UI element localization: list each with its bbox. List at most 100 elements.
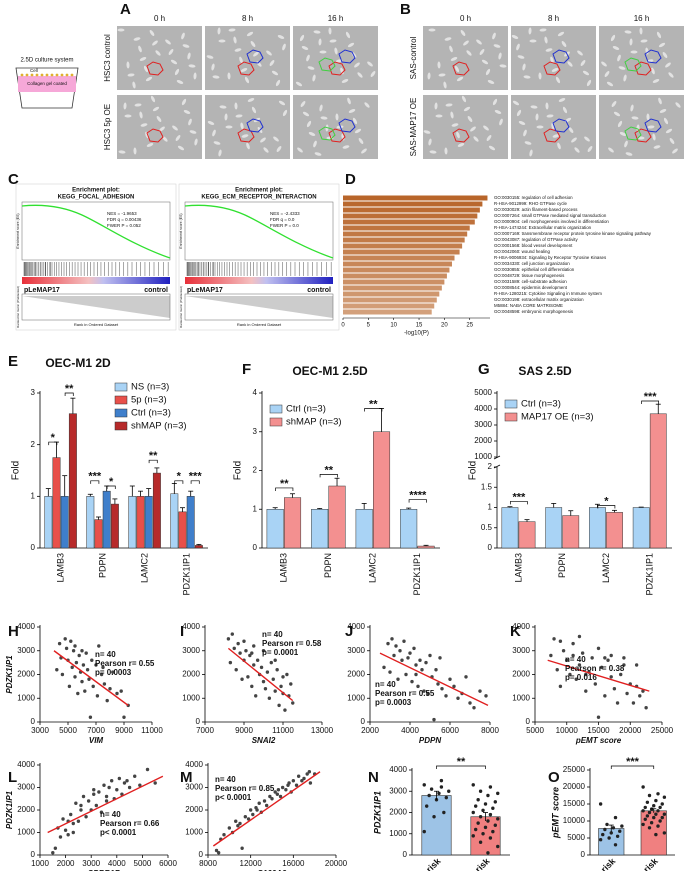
point bbox=[80, 679, 84, 684]
cell-shape bbox=[188, 64, 196, 68]
point bbox=[620, 824, 624, 828]
cell-shape bbox=[485, 68, 491, 76]
bar bbox=[343, 201, 483, 207]
point bbox=[104, 799, 109, 803]
point bbox=[248, 808, 253, 812]
bar bbox=[649, 413, 667, 549]
cell-shape bbox=[133, 37, 141, 41]
cell-shape bbox=[348, 109, 356, 113]
point bbox=[94, 803, 99, 808]
point bbox=[76, 819, 81, 823]
cell-outline bbox=[328, 128, 346, 143]
cell-shape bbox=[467, 116, 473, 122]
point bbox=[109, 779, 114, 783]
point bbox=[244, 649, 248, 653]
point bbox=[478, 689, 482, 693]
point bbox=[645, 814, 650, 818]
point bbox=[580, 651, 585, 655]
bar bbox=[518, 521, 536, 549]
bar bbox=[417, 545, 435, 549]
cell-outline bbox=[634, 61, 652, 76]
x-tick-label: 5000 bbox=[526, 726, 544, 735]
cell-shape bbox=[460, 30, 466, 36]
point bbox=[434, 668, 438, 672]
cell-shape bbox=[168, 49, 174, 55]
point bbox=[122, 781, 127, 785]
sig-bracket bbox=[48, 441, 58, 446]
x-tick-label: 25000 bbox=[651, 726, 674, 735]
sig-label: * bbox=[604, 495, 609, 507]
x-tick-label: 6000 bbox=[441, 726, 459, 735]
cell-shape bbox=[669, 138, 675, 144]
point bbox=[656, 824, 660, 828]
term-label: GO:0030029: actin filament-based process bbox=[494, 207, 578, 212]
x-tick-label: 12000 bbox=[240, 859, 263, 868]
cell-outline bbox=[552, 49, 570, 64]
y-label: Fold bbox=[11, 461, 22, 480]
x-tick-label: LAMB3 bbox=[279, 553, 289, 583]
bar bbox=[562, 515, 580, 549]
point bbox=[273, 790, 277, 794]
y-tick-label: 4000 bbox=[474, 404, 492, 413]
legend-label: Ctrl (n=3) bbox=[521, 399, 561, 410]
cell-shape bbox=[668, 72, 674, 78]
row-label: SAS-control bbox=[409, 36, 418, 79]
cell-shape bbox=[235, 114, 243, 118]
point bbox=[97, 644, 101, 648]
cell-shape bbox=[329, 39, 337, 43]
bar bbox=[144, 496, 153, 549]
cell-shape bbox=[140, 123, 148, 127]
stat-label: p< 0.0001 bbox=[100, 828, 137, 837]
micrograph bbox=[205, 95, 290, 159]
cell-shape bbox=[545, 102, 549, 110]
y-tick-label: 20000 bbox=[563, 782, 586, 791]
rank-bar bbox=[185, 277, 333, 284]
cell-shape bbox=[276, 146, 282, 152]
cell-shape bbox=[488, 145, 496, 151]
cell-shape bbox=[188, 118, 192, 126]
cell-outline bbox=[543, 61, 561, 76]
y-tick-label: 4000 bbox=[512, 622, 530, 631]
cell-shape bbox=[212, 75, 220, 79]
stat-label: p= 0.0003 bbox=[375, 698, 412, 707]
point bbox=[404, 672, 408, 677]
cell-shape bbox=[277, 35, 285, 39]
point bbox=[51, 851, 55, 855]
cell-shape bbox=[675, 102, 681, 108]
cell-outline bbox=[338, 49, 356, 64]
cell-shape bbox=[606, 81, 614, 87]
point bbox=[246, 675, 250, 679]
x-tick-label: 9000 bbox=[235, 726, 253, 735]
cell-shape bbox=[138, 45, 142, 53]
label-left: pLeMAP17 bbox=[24, 287, 60, 294]
cell-shape bbox=[434, 102, 438, 110]
cell-shape bbox=[319, 104, 323, 112]
point bbox=[254, 694, 258, 698]
bar bbox=[501, 507, 519, 549]
point bbox=[267, 696, 272, 700]
point bbox=[491, 829, 495, 834]
cell-shape bbox=[174, 68, 180, 76]
cell-shape bbox=[618, 66, 626, 70]
legend-swatch bbox=[114, 395, 128, 405]
y-tick-label: 1 bbox=[488, 503, 493, 512]
point bbox=[234, 819, 238, 823]
cell-outline bbox=[246, 118, 264, 133]
point bbox=[291, 779, 296, 783]
y-tick-label: 0 bbox=[488, 543, 493, 552]
point bbox=[278, 794, 283, 799]
cell-shape bbox=[306, 54, 310, 62]
cell-shape bbox=[206, 55, 214, 59]
cell-outline bbox=[146, 128, 164, 143]
cell-shape bbox=[580, 60, 586, 66]
point bbox=[305, 772, 309, 776]
cell-shape bbox=[653, 145, 661, 149]
cell-shape bbox=[244, 76, 250, 84]
point bbox=[263, 687, 268, 691]
bar bbox=[343, 219, 475, 225]
point bbox=[437, 791, 441, 796]
x-tick-label: 16000 bbox=[282, 859, 305, 868]
bar bbox=[328, 485, 346, 549]
cell-shape bbox=[335, 59, 343, 63]
point bbox=[481, 808, 485, 813]
